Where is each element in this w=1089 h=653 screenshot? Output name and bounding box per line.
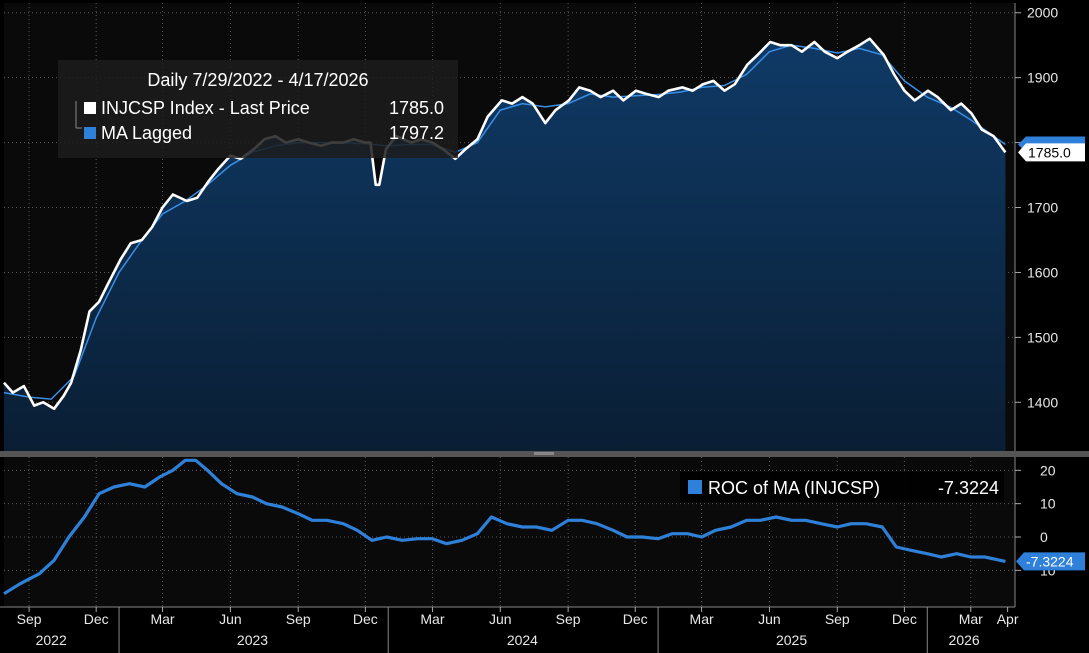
roc-legend: ROC of MA (INJCSP) -7.3224 (680, 472, 1004, 502)
price-y-tick-label: 1400 (1027, 394, 1058, 410)
roc-y-tick-label: 0 (1040, 529, 1048, 545)
price-y-tick-label: 1900 (1027, 70, 1058, 86)
x-axis-month-label: Mar (690, 611, 714, 627)
legend-price-name: INJCSP Index - Last Price (101, 98, 310, 118)
roc-tag-label: -7.3224 (1026, 553, 1074, 569)
x-axis-month-label: Apr (997, 611, 1019, 627)
ma-lagged-line (3, 44, 1006, 400)
x-axis-band (0, 607, 1089, 653)
x-axis-year-label: 2025 (776, 632, 807, 648)
roc-last-tag: -7.3224 (1016, 552, 1085, 571)
x-axis: Sep Dec Mar Jun Sep Dec Mar Jun Sep Dec Mar Jun Sep D… (17, 607, 1019, 653)
roc-legend-box (680, 472, 1004, 502)
roc-y-tick-label: 20 (1040, 462, 1056, 478)
x-axis-year-label: 2024 (507, 632, 538, 648)
legend-price-value: 1785.0 (389, 98, 444, 118)
price-area-fill (4, 38, 1006, 451)
x-axis-month-label: Jun (219, 611, 242, 627)
x-axis-month-label: Jun (758, 611, 781, 627)
legend-ma-swatch (84, 127, 96, 139)
legend-ma-name: MA Lagged (101, 123, 192, 143)
legend-title: Daily 7/29/2022 - 4/17/2026 (147, 70, 368, 90)
x-axis-year-label: 2023 (237, 632, 268, 648)
legend-price-swatch (84, 102, 96, 114)
price-y-tick-label: 1700 (1027, 200, 1058, 216)
x-axis-month-label: Sep (286, 611, 311, 627)
roc-legend-value: -7.3224 (938, 478, 999, 498)
legend-box (58, 60, 458, 158)
x-axis-month-label: Jun (489, 611, 512, 627)
x-axis-month-label: Sep (17, 611, 42, 627)
divider-handle[interactable] (534, 452, 554, 455)
x-axis-month-label: Sep (825, 611, 850, 627)
x-axis-year-label: 2022 (36, 632, 67, 648)
price-panel: 1400150016001700180019002000 Daily 7/29/… (3, 3, 1085, 451)
x-axis-month-label: Dec (892, 611, 917, 627)
price-y-tick-label: 1500 (1027, 329, 1058, 345)
roc-y-tick-label: 10 (1040, 496, 1056, 512)
x-axis-year-label: 2026 (949, 632, 980, 648)
roc-line (3, 458, 1006, 596)
roc-legend-swatch (688, 480, 702, 494)
price-y-tick-label: 1600 (1027, 264, 1058, 280)
roc-legend-name: ROC of MA (INJCSP) (708, 478, 880, 498)
roc-value-tag (1016, 552, 1085, 571)
price-legend: Daily 7/29/2022 - 4/17/2026 INJCSP Index… (58, 60, 458, 158)
price-y-tick-label: 2000 (1027, 5, 1058, 21)
price-line (3, 37, 1007, 411)
x-axis-month-label: Sep (556, 611, 581, 627)
x-axis-month-label: Dec (353, 611, 378, 627)
legend-ma-value: 1797.2 (389, 123, 444, 143)
roc-panel: 1001020 ROC of MA (INJCSP) -7.3224 -7.32… (3, 457, 1085, 607)
x-axis-month-label: Mar (150, 611, 174, 627)
last-price-tag: 1785.0 (1018, 136, 1085, 162)
x-axis-month-label: Dec (623, 611, 648, 627)
x-axis-month-label: Mar (959, 611, 983, 627)
price-tag-label: 1785.0 (1028, 144, 1071, 160)
x-axis-month-label: Mar (420, 611, 444, 627)
price-value-tag (1018, 143, 1085, 162)
x-axis-month-label: Dec (84, 611, 109, 627)
